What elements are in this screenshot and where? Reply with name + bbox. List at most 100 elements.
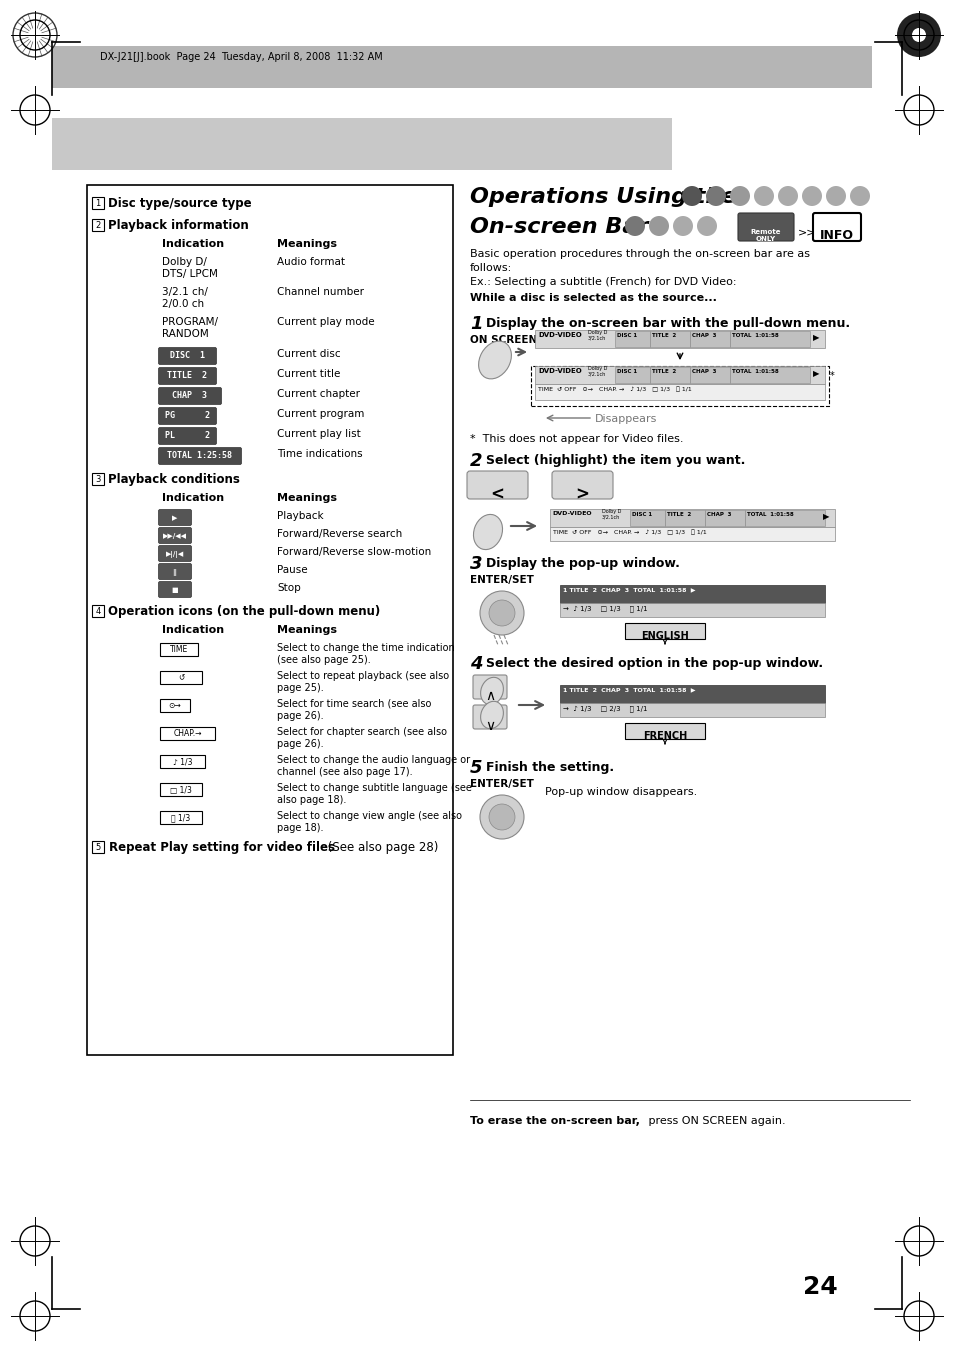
Text: ▶: ▶: [172, 515, 177, 521]
Text: 5: 5: [95, 843, 100, 851]
Ellipse shape: [480, 701, 503, 728]
Text: DVD-VIDEO: DVD-VIDEO: [537, 332, 581, 338]
Text: Remote
ONLY: Remote ONLY: [750, 230, 781, 242]
Text: Meanings: Meanings: [276, 493, 336, 503]
Circle shape: [825, 186, 845, 205]
Text: ON SCREEN: ON SCREEN: [470, 335, 537, 345]
Text: 4: 4: [470, 655, 482, 673]
FancyBboxPatch shape: [158, 447, 241, 465]
FancyBboxPatch shape: [158, 509, 192, 526]
Bar: [615, 331, 649, 347]
Text: DVD-VIDEO: DVD-VIDEO: [537, 367, 581, 374]
Text: TITLE  2: TITLE 2: [651, 369, 676, 374]
Circle shape: [705, 186, 725, 205]
Text: ∨: ∨: [484, 719, 495, 734]
Bar: [52, 118, 671, 170]
Circle shape: [489, 804, 515, 830]
Text: Select (highlight) the item you want.: Select (highlight) the item you want.: [485, 454, 744, 467]
Circle shape: [479, 794, 523, 839]
Text: ∧: ∧: [484, 689, 495, 703]
Text: 🎥 1/3: 🎥 1/3: [172, 813, 191, 823]
FancyBboxPatch shape: [473, 676, 506, 698]
Bar: [689, 367, 729, 382]
Text: Dolby D
3/2.1ch: Dolby D 3/2.1ch: [587, 366, 607, 377]
Text: DISC 1: DISC 1: [617, 332, 637, 338]
Text: DISC 1: DISC 1: [617, 369, 637, 374]
Bar: [52, 46, 871, 88]
Text: 1 TITLE  2  CHAP  3  TOTAL  1:01:58  ▶: 1 TITLE 2 CHAP 3 TOTAL 1:01:58 ▶: [562, 586, 695, 592]
FancyBboxPatch shape: [158, 388, 221, 404]
Text: Playback: Playback: [276, 511, 323, 521]
Text: ENGLISH: ENGLISH: [640, 631, 688, 640]
Bar: [160, 643, 198, 657]
Text: →  ♪ 1/3    □ 2/3    🎥 1/1: → ♪ 1/3 □ 2/3 🎥 1/1: [562, 705, 647, 712]
Bar: [160, 784, 202, 796]
Text: INFO: INFO: [820, 230, 853, 242]
Text: 1: 1: [470, 315, 482, 332]
Text: Pause: Pause: [276, 565, 307, 576]
Text: On-screen Bar: On-screen Bar: [470, 218, 648, 236]
Text: Playback conditions: Playback conditions: [108, 473, 239, 486]
Text: FRENCH: FRENCH: [642, 731, 686, 740]
Text: Select to change the audio language or
channel (see also page 17).: Select to change the audio language or c…: [276, 755, 470, 777]
Bar: [91, 605, 104, 617]
Bar: [91, 197, 104, 209]
Text: Select for chapter search (see also
page 26).: Select for chapter search (see also page…: [276, 727, 447, 748]
Bar: [550, 527, 834, 540]
Text: Dolby D
3/2.1ch: Dolby D 3/2.1ch: [601, 509, 620, 520]
Text: TOTAL  1:01:58: TOTAL 1:01:58: [731, 332, 778, 338]
Text: Operations Using the: Operations Using the: [470, 186, 736, 207]
Text: ▶: ▶: [812, 369, 819, 378]
FancyBboxPatch shape: [812, 213, 861, 240]
FancyBboxPatch shape: [467, 471, 527, 499]
Text: Select to change subtitle language (see
also page 18).: Select to change subtitle language (see …: [276, 784, 472, 805]
Circle shape: [479, 590, 523, 635]
Text: TITLE  2: TITLE 2: [666, 512, 691, 517]
Text: 3: 3: [95, 474, 101, 484]
Text: Display the pop-up window.: Display the pop-up window.: [485, 557, 679, 570]
Text: 2: 2: [95, 220, 100, 230]
Text: DVD-VIDEO: DVD-VIDEO: [552, 511, 591, 516]
Text: CHAP  3: CHAP 3: [691, 332, 716, 338]
Bar: [624, 723, 704, 739]
FancyBboxPatch shape: [158, 527, 192, 543]
Text: →  ♪ 1/3    □ 1/3    🎥 1/1: → ♪ 1/3 □ 1/3 🎥 1/1: [562, 605, 647, 612]
Text: TITLE  2: TITLE 2: [168, 372, 208, 381]
Text: Basic operation procedures through the on-screen bar are as: Basic operation procedures through the o…: [470, 249, 809, 259]
Bar: [535, 384, 824, 400]
Circle shape: [624, 216, 644, 236]
Circle shape: [896, 14, 940, 57]
Text: TOTAL 1:25:58: TOTAL 1:25:58: [168, 451, 233, 461]
Text: Select to change view angle (see also
page 18).: Select to change view angle (see also pa…: [276, 811, 461, 832]
Text: ▶: ▶: [812, 332, 819, 342]
Text: >>: >>: [797, 227, 816, 236]
FancyBboxPatch shape: [158, 563, 192, 580]
Text: Select to repeat playback (see also
page 25).: Select to repeat playback (see also page…: [276, 671, 449, 693]
Circle shape: [729, 186, 749, 205]
Text: Disc type/source type: Disc type/source type: [108, 197, 252, 209]
Text: PROGRAM/
RANDOM: PROGRAM/ RANDOM: [162, 317, 218, 339]
Bar: [629, 509, 664, 526]
Circle shape: [681, 186, 701, 205]
Bar: [704, 509, 744, 526]
Text: follows:: follows:: [470, 263, 512, 273]
Bar: [559, 685, 824, 703]
Bar: [535, 330, 824, 349]
Text: TOTAL  1:01:58: TOTAL 1:01:58: [731, 369, 778, 374]
Text: ■: ■: [172, 586, 178, 593]
Text: press ON SCREEN again.: press ON SCREEN again.: [644, 1116, 785, 1125]
Text: Current play mode: Current play mode: [276, 317, 375, 327]
Text: 1: 1: [95, 199, 100, 208]
Text: Indication: Indication: [162, 493, 224, 503]
Text: DISC 1: DISC 1: [631, 512, 652, 517]
Text: ENTER/SET: ENTER/SET: [470, 576, 534, 585]
Circle shape: [911, 28, 925, 42]
Bar: [729, 331, 809, 347]
FancyBboxPatch shape: [738, 213, 793, 240]
Text: *: *: [829, 372, 834, 381]
Circle shape: [778, 186, 797, 205]
Text: CHAP  3: CHAP 3: [172, 392, 208, 400]
Text: ▶|/|◀: ▶|/|◀: [166, 550, 184, 558]
Text: □ 1/3: □ 1/3: [170, 785, 192, 794]
Bar: [624, 623, 704, 639]
